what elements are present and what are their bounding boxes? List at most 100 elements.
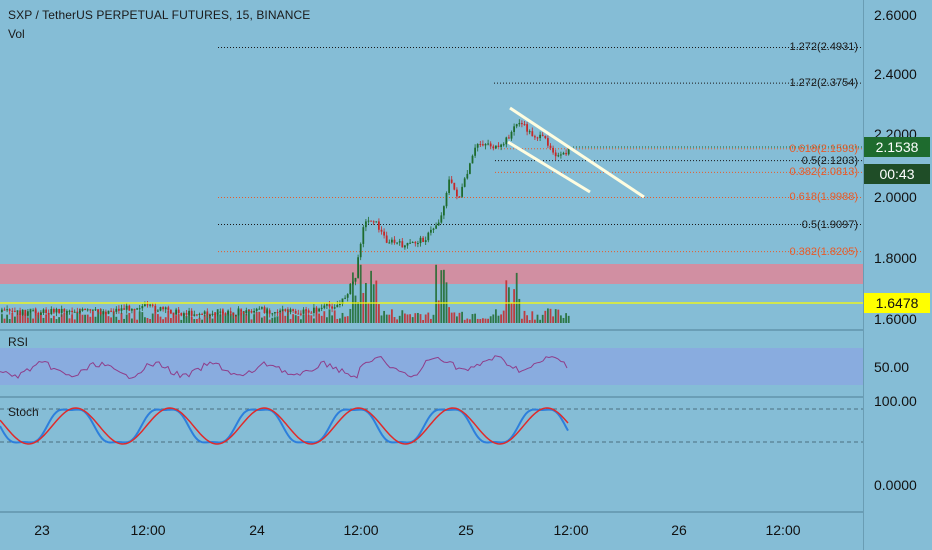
volume-bar bbox=[141, 312, 144, 323]
volume-bar bbox=[34, 308, 37, 323]
candle-body bbox=[411, 242, 414, 244]
candle-body bbox=[487, 143, 489, 145]
volume-bar bbox=[190, 316, 193, 323]
candle-body bbox=[170, 309, 172, 314]
volume-bar bbox=[487, 318, 489, 323]
volume-bar bbox=[240, 312, 242, 323]
candle-body bbox=[305, 309, 307, 311]
volume-bar bbox=[549, 308, 552, 323]
volume-bar bbox=[336, 318, 339, 323]
rsi-label: RSI bbox=[8, 335, 29, 349]
candle-body bbox=[71, 310, 73, 313]
volume-bar bbox=[341, 312, 344, 323]
candle-body bbox=[167, 307, 170, 310]
candle-body bbox=[133, 309, 136, 311]
volume-bar bbox=[424, 314, 427, 323]
candle-body bbox=[29, 310, 32, 312]
candle-body bbox=[567, 149, 570, 155]
volume-bar bbox=[375, 280, 378, 323]
candle-body bbox=[352, 281, 354, 284]
candle-body bbox=[86, 309, 89, 311]
time-label: 12:00 bbox=[130, 522, 166, 538]
volume-bar bbox=[562, 317, 565, 323]
candle-body bbox=[391, 239, 393, 243]
volume-bar bbox=[539, 319, 541, 323]
candle-body bbox=[333, 307, 336, 309]
fib-label: 1.272(2.4931) bbox=[789, 41, 859, 54]
candle-body bbox=[149, 304, 151, 306]
volume-bar bbox=[437, 300, 440, 323]
volume-bar bbox=[393, 317, 396, 323]
volume-bar bbox=[136, 319, 138, 323]
candle-body bbox=[222, 311, 224, 314]
candle-body bbox=[203, 311, 206, 314]
volume-bar bbox=[120, 312, 123, 323]
time-label: 24 bbox=[249, 522, 265, 538]
candle-body bbox=[99, 311, 102, 315]
volume-bar bbox=[16, 312, 19, 323]
volume-bar bbox=[40, 311, 42, 323]
volume-bar bbox=[432, 314, 435, 323]
stoch-d-line bbox=[0, 407, 569, 445]
volume-bar bbox=[60, 314, 63, 323]
candle-body bbox=[388, 242, 391, 244]
volume-bar bbox=[271, 317, 274, 323]
candle-body bbox=[79, 310, 81, 313]
volume-bar bbox=[128, 312, 131, 323]
candle-body bbox=[289, 309, 292, 313]
candle-body bbox=[177, 309, 180, 314]
volume-bar bbox=[567, 315, 570, 323]
volume-bar bbox=[177, 314, 180, 323]
volume-bar bbox=[479, 319, 482, 323]
volume-bar bbox=[536, 314, 539, 323]
volume-bar bbox=[528, 319, 531, 323]
volume-bar bbox=[300, 319, 302, 323]
volume-bar bbox=[307, 315, 310, 323]
price-label: 1.6000 bbox=[874, 311, 917, 327]
volume-bar bbox=[183, 314, 185, 323]
candle-body bbox=[255, 308, 258, 311]
volume-bar bbox=[89, 316, 92, 323]
candle-body bbox=[138, 308, 141, 310]
volume-bar bbox=[541, 314, 544, 323]
volume-bar bbox=[339, 318, 341, 323]
volume-bar bbox=[29, 308, 32, 323]
candle-body bbox=[58, 308, 60, 313]
volume-bar bbox=[297, 316, 300, 323]
candle-body bbox=[302, 309, 305, 314]
volume-bar bbox=[557, 309, 560, 323]
time-label: 12:00 bbox=[343, 522, 379, 538]
volume-bar bbox=[526, 315, 528, 323]
candle-body bbox=[453, 182, 456, 190]
volume-bar bbox=[24, 313, 27, 323]
volume-bar bbox=[554, 309, 557, 323]
volume-bar bbox=[497, 315, 500, 323]
candle-body bbox=[370, 220, 372, 222]
volume-bar bbox=[440, 270, 443, 323]
candle-body bbox=[536, 137, 539, 139]
countdown-tag: 00:43 bbox=[864, 164, 930, 184]
volume-bar bbox=[380, 315, 383, 323]
support-zone bbox=[0, 264, 863, 284]
candle-body bbox=[497, 145, 500, 148]
volume-bar bbox=[552, 316, 554, 323]
candle-body bbox=[557, 155, 560, 157]
volume-bar bbox=[258, 311, 261, 323]
price-axis[interactable]: 2.6000 2.4000 2.2000 2.0000 1.8000 1.600… bbox=[863, 0, 932, 550]
volume-bar bbox=[99, 308, 102, 323]
volume-bar bbox=[513, 289, 515, 323]
candle-body bbox=[157, 310, 159, 312]
volume-bar bbox=[76, 311, 79, 323]
candle-body bbox=[456, 189, 458, 197]
volume-bar bbox=[123, 318, 125, 323]
candle-body bbox=[183, 313, 185, 316]
volume-bar bbox=[198, 317, 201, 323]
candle-body bbox=[326, 304, 328, 306]
candle-body bbox=[419, 237, 422, 244]
candle-body bbox=[518, 123, 521, 125]
volume-bar bbox=[138, 311, 141, 323]
fib-label: 0.5(1.9097) bbox=[801, 218, 858, 231]
candle-body bbox=[300, 313, 302, 315]
candle-body bbox=[123, 308, 125, 310]
